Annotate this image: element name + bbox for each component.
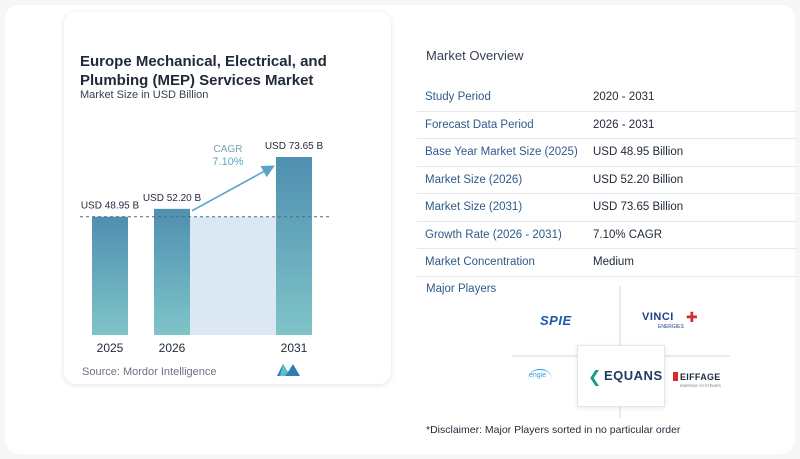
players-title: Major Players [426,283,497,295]
overview-key: Growth Rate (2026 - 2031) [417,221,593,249]
overview-value: USD 73.65 Billion [593,193,797,222]
engie-logo: engie [529,372,547,379]
overview-row: Market Size (2026) USD 52.20 Billion [417,166,797,194]
overview-value: 2020 - 2031 [593,84,797,112]
equans-logo: EQUANS [604,368,663,383]
vinci-logo-subtitle: ENERGIES [658,324,684,330]
vinci-logo: VINCI [642,311,674,323]
overview-key: Study Period [417,84,593,112]
overview-value: 7.10% CAGR [593,221,797,249]
bar [276,157,312,335]
bar-value-label: USD 73.65 B [265,141,324,152]
overview-value: USD 52.20 Billion [593,166,797,194]
cagr-arrow [191,165,275,212]
overview-key: Market Concentration [417,248,593,277]
overview-value: Medium [593,248,797,277]
overview-value: 2026 - 2031 [593,111,797,139]
eiffage-logo-subtitle: ÉNERGIE SYSTÈMES [680,383,721,388]
overview-row: Study Period 2020 - 2031 [417,84,797,112]
eiffage-logo: EIFFAGE [680,372,721,382]
chart-source: Source: Mordor Intelligence [82,366,217,378]
cagr-label: CAGR [214,144,243,155]
bar-value-label: USD 52.20 B [143,193,202,204]
equans-logo-box [577,345,665,407]
bar [154,208,190,335]
bar [92,216,128,335]
overview-row: Growth Rate (2026 - 2031) 7.10% CAGR [417,221,797,249]
overview-row: Market Concentration Medium [417,248,797,277]
chart-title: Europe Mechanical, Electrical, and Plumb… [80,53,327,89]
overview-value: USD 48.95 Billion [593,138,797,167]
overview-row: Market Size (2031) USD 73.65 Billion [417,193,797,222]
vinci-mark-icon: ✚ [686,309,698,325]
chart-subtitle: Market Size in USD Billion [80,89,209,101]
category-label: 2031 [281,341,308,355]
spie-logo: SPIE [540,313,572,328]
forecast-band [190,216,276,335]
category-label: 2026 [159,341,186,355]
disclaimer: *Disclaimer: Major Players sorted in no … [426,424,681,436]
bar-value-label: USD 48.95 B [81,201,140,212]
overview-table: Study Period 2020 - 2031 Forecast Data Per… [417,84,797,277]
overview-title: Market Overview [426,48,524,63]
overview-key: Market Size (2026) [417,166,593,194]
overview-key: Forecast Data Period [417,111,593,139]
category-label: 2025 [97,341,124,355]
mordor-logo-icon [277,364,300,376]
equans-mark-icon: ❮ [588,369,602,386]
cagr-value: 7.10% [212,156,243,168]
overview-key: Market Size (2031) [417,193,593,222]
overview-key: Base Year Market Size (2025) [417,138,593,167]
engie-arc-icon [528,369,552,380]
eiffage-mark-icon [673,372,678,381]
overview-row: Base Year Market Size (2025) USD 48.95 Bi… [417,138,797,167]
overview-row: Forecast Data Period 2026 - 2031 [417,111,797,139]
